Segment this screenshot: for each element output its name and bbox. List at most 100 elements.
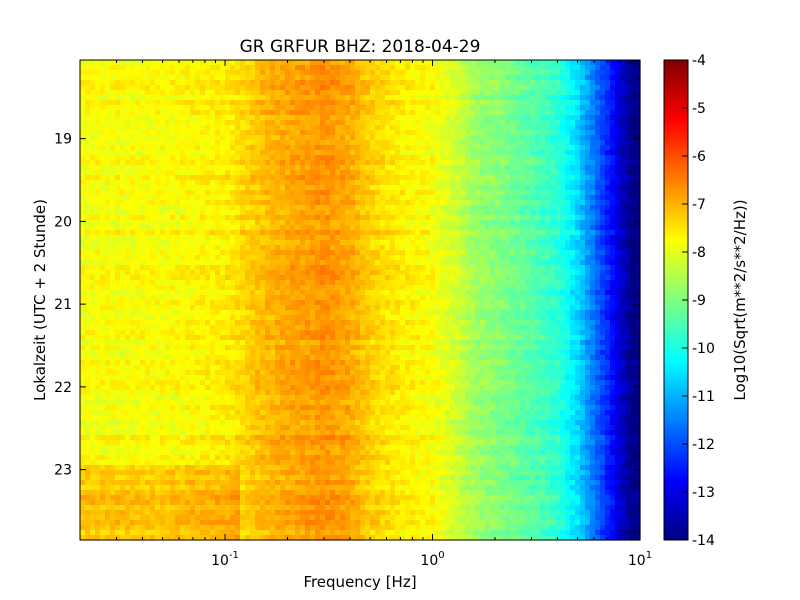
heatmap-cell bbox=[160, 65, 166, 71]
heatmap-cell bbox=[100, 75, 106, 81]
heatmap-cell bbox=[300, 275, 306, 281]
heatmap-cell bbox=[525, 95, 531, 101]
heatmap-cell bbox=[150, 60, 156, 66]
heatmap-cell bbox=[160, 230, 166, 236]
heatmap-cell bbox=[585, 155, 591, 161]
heatmap-cell bbox=[125, 100, 131, 106]
heatmap-cell bbox=[635, 250, 641, 256]
heatmap-cell bbox=[550, 85, 556, 91]
heatmap-cell bbox=[310, 130, 316, 136]
heatmap-cell bbox=[450, 155, 456, 161]
heatmap-cell bbox=[180, 225, 186, 231]
heatmap-cell bbox=[550, 200, 556, 206]
heatmap-cell bbox=[420, 155, 426, 161]
heatmap-cell bbox=[620, 100, 626, 106]
heatmap-cell bbox=[420, 250, 426, 256]
heatmap-cell bbox=[415, 135, 421, 141]
heatmap-cell bbox=[350, 160, 356, 166]
heatmap-cell bbox=[80, 105, 86, 111]
heatmap-cell bbox=[120, 255, 126, 261]
heatmap-cell bbox=[405, 265, 411, 271]
heatmap-cell bbox=[540, 230, 546, 236]
heatmap-cell bbox=[320, 280, 326, 286]
heatmap-cell bbox=[185, 260, 191, 266]
heatmap-cell bbox=[220, 215, 226, 221]
heatmap-cell bbox=[90, 85, 96, 91]
heatmap-cell bbox=[90, 130, 96, 136]
heatmap-cell bbox=[490, 180, 496, 186]
heatmap-cell bbox=[80, 160, 86, 166]
heatmap-cell bbox=[130, 135, 136, 141]
heatmap-cell bbox=[545, 170, 551, 176]
heatmap-cell bbox=[520, 240, 526, 246]
heatmap-cell bbox=[100, 245, 106, 251]
heatmap-cell bbox=[255, 185, 261, 191]
heatmap-cell bbox=[575, 120, 581, 126]
heatmap-cell bbox=[545, 225, 551, 231]
heatmap-cell bbox=[500, 125, 506, 131]
heatmap-cell bbox=[490, 200, 496, 206]
heatmap-cell bbox=[125, 135, 131, 141]
heatmap-cell bbox=[610, 260, 616, 266]
heatmap-cell bbox=[560, 255, 566, 261]
heatmap-cell bbox=[250, 85, 256, 91]
heatmap-cell bbox=[220, 205, 226, 211]
heatmap-cell bbox=[330, 260, 336, 266]
heatmap-cell bbox=[135, 180, 141, 186]
heatmap-cell bbox=[245, 180, 251, 186]
heatmap-cell bbox=[440, 195, 446, 201]
heatmap-cell bbox=[450, 160, 456, 166]
heatmap-cell bbox=[320, 215, 326, 221]
heatmap-cell bbox=[430, 225, 436, 231]
heatmap-cell bbox=[525, 145, 531, 151]
heatmap-cell bbox=[410, 165, 416, 171]
heatmap-cell bbox=[435, 255, 441, 261]
heatmap-cell bbox=[495, 80, 501, 86]
heatmap-cell bbox=[575, 220, 581, 226]
heatmap-cell bbox=[185, 225, 191, 231]
heatmap-cell bbox=[550, 185, 556, 191]
heatmap-cell bbox=[170, 205, 176, 211]
heatmap-cell bbox=[210, 115, 216, 121]
heatmap-cell bbox=[475, 185, 481, 191]
heatmap-cell bbox=[600, 200, 606, 206]
heatmap-cell bbox=[260, 140, 266, 146]
heatmap-cell bbox=[170, 210, 176, 216]
heatmap-cell bbox=[285, 280, 291, 286]
heatmap-cell bbox=[185, 170, 191, 176]
heatmap-cell bbox=[175, 230, 181, 236]
heatmap-cell bbox=[290, 175, 296, 181]
heatmap-cell bbox=[630, 230, 636, 236]
heatmap-cell bbox=[80, 120, 86, 126]
heatmap-cell bbox=[80, 265, 86, 271]
heatmap-cell bbox=[600, 255, 606, 261]
heatmap-cell bbox=[100, 70, 106, 76]
heatmap-cell bbox=[235, 145, 241, 151]
heatmap-cell bbox=[95, 205, 101, 211]
heatmap-cell bbox=[475, 270, 481, 276]
heatmap-cell bbox=[95, 165, 101, 171]
heatmap-cell bbox=[605, 75, 611, 81]
heatmap-cell bbox=[460, 170, 466, 176]
heatmap-cell bbox=[190, 280, 196, 286]
heatmap-cell bbox=[480, 250, 486, 256]
heatmap-cell bbox=[405, 195, 411, 201]
heatmap-cell bbox=[575, 160, 581, 166]
heatmap-cell bbox=[185, 250, 191, 256]
heatmap-cell bbox=[585, 215, 591, 221]
heatmap-cell bbox=[250, 130, 256, 136]
heatmap-cell bbox=[215, 85, 221, 91]
heatmap-cell bbox=[360, 165, 366, 171]
heatmap-cell bbox=[265, 235, 271, 241]
heatmap-cell bbox=[600, 110, 606, 116]
heatmap-cell bbox=[535, 230, 541, 236]
heatmap-cell bbox=[535, 170, 541, 176]
heatmap-cell bbox=[510, 120, 516, 126]
heatmap-cell bbox=[120, 90, 126, 96]
heatmap-cell bbox=[525, 90, 531, 96]
heatmap-cell bbox=[540, 70, 546, 76]
heatmap-cell bbox=[430, 70, 436, 76]
heatmap-cell bbox=[220, 270, 226, 276]
heatmap-cell bbox=[280, 110, 286, 116]
heatmap-cell bbox=[425, 115, 431, 121]
